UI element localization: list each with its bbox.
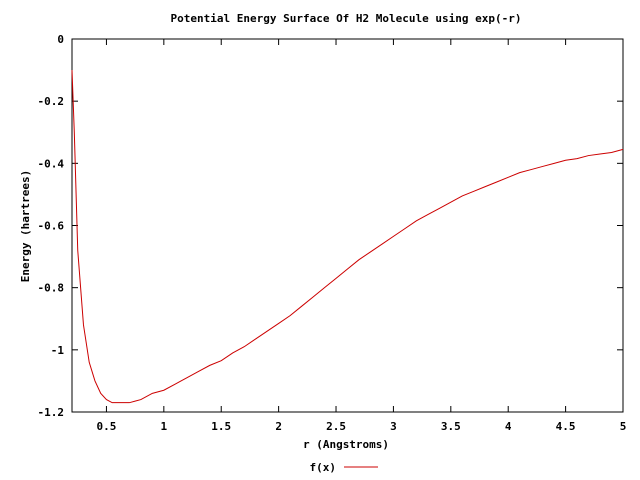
x-tick-label: 5 [620, 420, 627, 433]
chart-title: Potential Energy Surface Of H2 Molecule … [171, 12, 522, 25]
y-tick-label: -0.8 [38, 282, 65, 295]
y-axis-label: Energy (hartrees) [19, 170, 32, 283]
legend: f(x) [310, 461, 378, 474]
y-tick-label: -1 [51, 344, 65, 357]
x-tick-label: 3.5 [441, 420, 461, 433]
x-tick-label: 2 [275, 420, 282, 433]
y-tick-label: -0.2 [38, 95, 65, 108]
x-tick-label: 2.5 [326, 420, 346, 433]
y-tick-label: 0 [57, 33, 64, 46]
y-tick-label: -0.4 [38, 157, 65, 170]
x-tick-label: 4 [505, 420, 512, 433]
x-tick-label: 1.5 [211, 420, 231, 433]
x-tick-label: 0.5 [97, 420, 117, 433]
x-ticks: 0.5 1 1.5 2 2.5 3 3.5 4 4.5 5 [97, 39, 627, 433]
x-tick-label: 3 [390, 420, 397, 433]
x-tick-label: 1 [161, 420, 168, 433]
x-tick-label: 4.5 [556, 420, 576, 433]
y-tick-label: -1.2 [38, 406, 65, 419]
y-tick-label: -0.6 [38, 220, 65, 233]
plot-frame [71, 38, 624, 413]
x-axis-label: r (Angstroms) [303, 438, 389, 451]
legend-label: f(x) [310, 461, 337, 474]
series-line-f-x [71, 70, 624, 404]
y-ticks: 0 -0.2 -0.4 -0.6 -0.8 -1 -1.2 [38, 33, 623, 419]
